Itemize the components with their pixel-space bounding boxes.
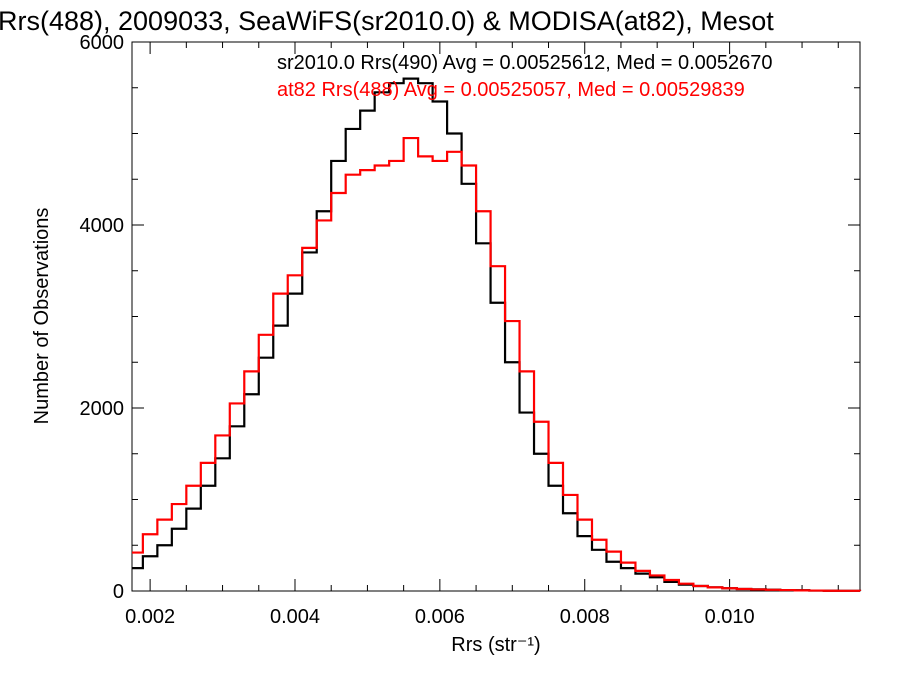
y-axis-label: Number of Observations [31, 208, 53, 425]
x-tick-label: 0.010 [705, 606, 755, 628]
y-tick-label: 0 [113, 581, 124, 603]
x-tick-label: 0.008 [560, 606, 610, 628]
y-tick-label: 4000 [80, 215, 125, 237]
chart-title: Rrs(488), 2009033, SeaWiFS(sr2010.0) & M… [0, 6, 774, 36]
x-tick-label: 0.004 [270, 606, 320, 628]
legend-entry-series-1: sr2010.0 Rrs(490) Avg = 0.00525612, Med … [277, 52, 773, 74]
plot-frame [131, 41, 861, 592]
x-tick-label: 0.002 [125, 606, 175, 628]
plot-lines [132, 77, 862, 592]
legend-entry-series-2: at82 Rrs(488) Avg = 0.00525057, Med = 0.… [277, 79, 745, 101]
x-axis-label: Rrs (str⁻¹) [451, 634, 540, 656]
y-tick-label: 6000 [80, 32, 125, 54]
axes: 0.002 0.004 0.006 0.008 0.010 0 2000 4000 6000 [80, 32, 860, 628]
series-line-2 [132, 136, 862, 592]
x-tick-label: 0.006 [415, 606, 465, 628]
series-line-1 [132, 77, 862, 592]
y-tick-label: 2000 [80, 398, 125, 420]
